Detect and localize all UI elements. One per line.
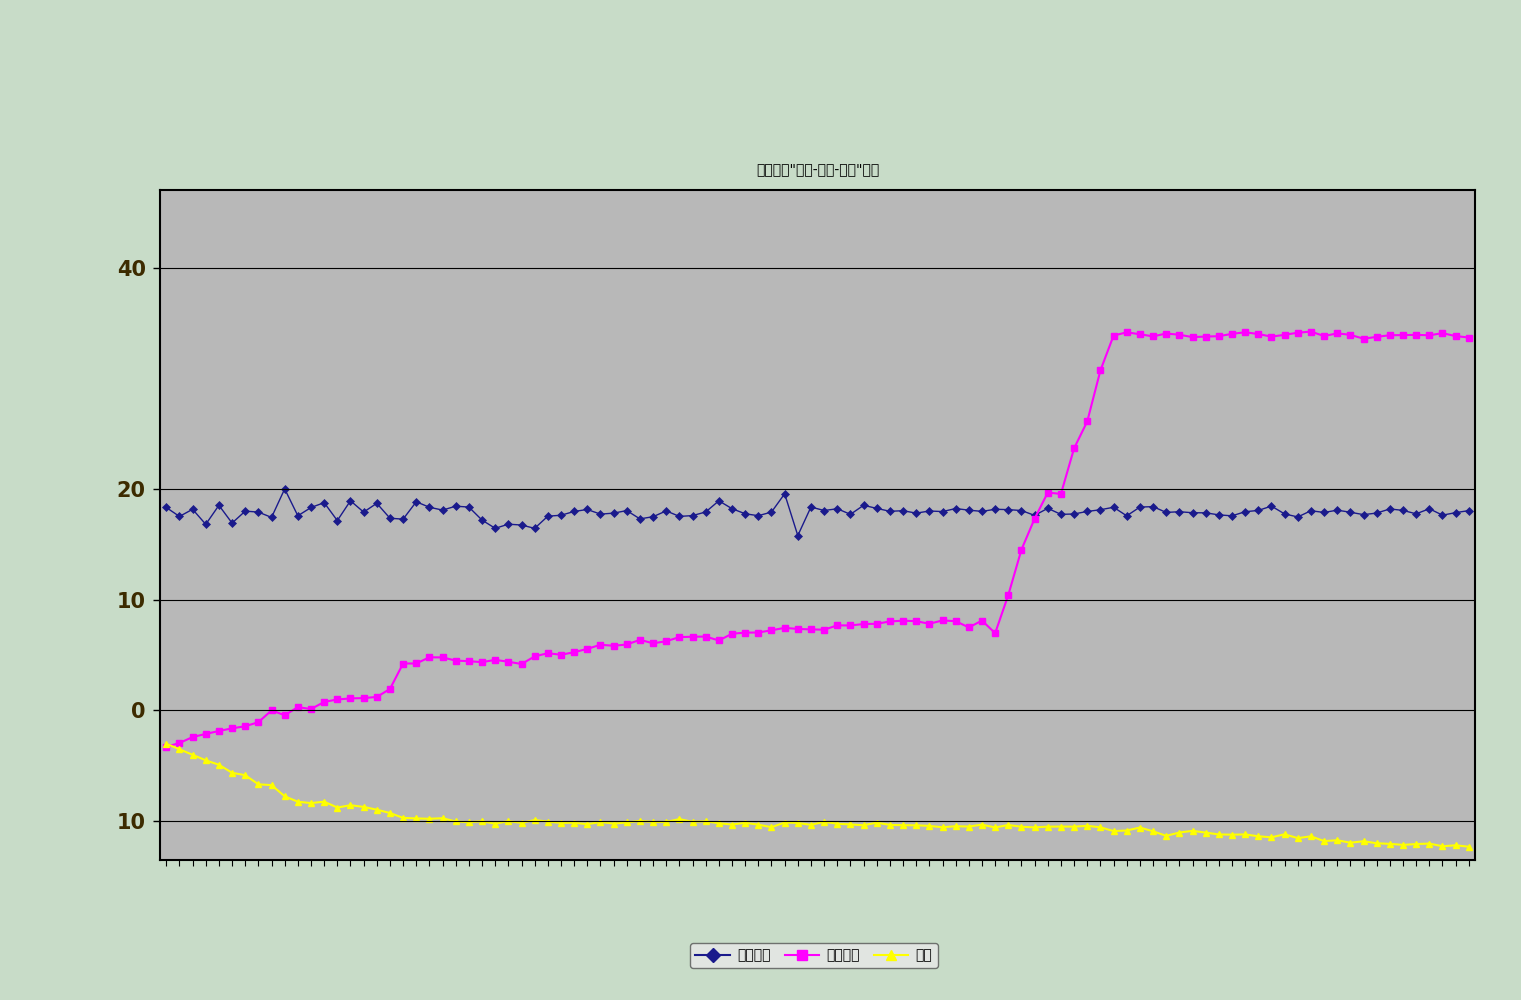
Title: 监测断面"荷载-时间-沉降"曲线: 监测断面"荷载-时间-沉降"曲线 — [756, 162, 879, 176]
Legend: 真空荷载, 堆载荷载, 沉降: 真空荷载, 堆载荷载, 沉降 — [691, 943, 937, 968]
